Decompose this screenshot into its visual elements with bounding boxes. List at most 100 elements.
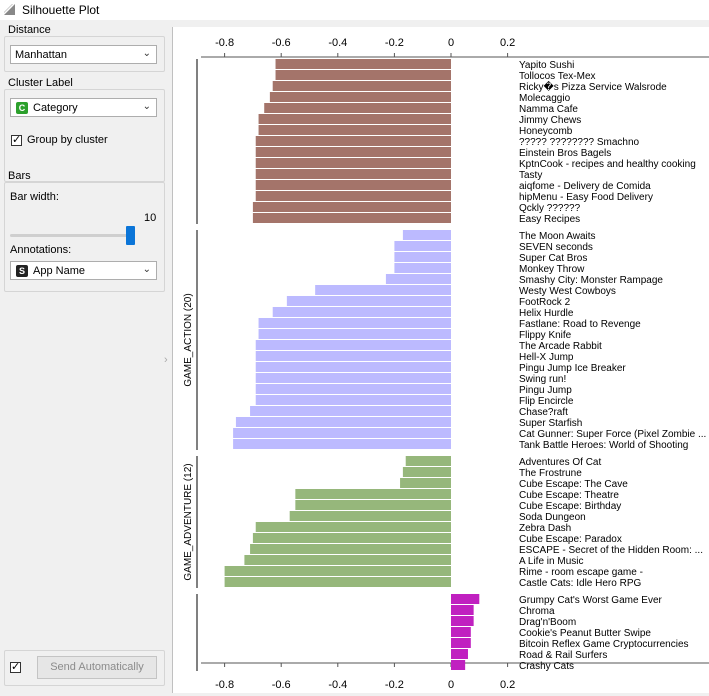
- bar-width-slider-handle[interactable]: [126, 226, 135, 245]
- silhouette-bar: [394, 252, 451, 262]
- silhouette-bar: [402, 230, 451, 240]
- bar-label: Drag'n'Boom: [519, 617, 576, 628]
- silhouette-bar: [451, 605, 474, 615]
- silhouette-bar: [255, 191, 451, 201]
- silhouette-bar: [252, 533, 451, 543]
- silhouette-bar: [451, 627, 471, 637]
- bar-label: Honeycomb: [519, 126, 573, 137]
- checkmark-icon: ✓: [11, 661, 21, 673]
- silhouette-bar: [255, 373, 451, 383]
- silhouette-bar: [255, 522, 451, 532]
- bar-label: Westy West Cowboys: [519, 286, 616, 297]
- bar-label: Bitcoin Reflex Game Cryptocurrencies: [519, 639, 689, 650]
- silhouette-bar: [250, 406, 451, 416]
- distance-dropdown[interactable]: Manhattan ⌄: [10, 45, 157, 64]
- window-title: Silhouette Plot: [22, 3, 100, 17]
- silhouette-bar: [269, 92, 451, 102]
- bar-label: Grumpy Cat's Worst Game Ever: [519, 595, 663, 606]
- chevron-down-icon: ⌄: [142, 264, 151, 275]
- cluster-label: GAME_ADVENTURE (12): [183, 463, 194, 580]
- group-by-cluster-label: Group by cluster: [27, 134, 108, 146]
- silhouette-bar: [451, 638, 471, 648]
- bar-label: Rime - room escape game -: [519, 567, 643, 578]
- bar-label: Tank Battle Heroes: World of Shooting: [519, 440, 688, 451]
- bar-width-value: 10: [144, 212, 157, 224]
- cluster-label-dropdown[interactable]: C Category ⌄: [10, 98, 157, 117]
- silhouette-bar: [258, 318, 451, 328]
- bar-label: The Moon Awaits: [519, 231, 596, 242]
- bar-label: Tollocos Tex-Mex: [519, 71, 596, 82]
- silhouette-bar: [400, 478, 451, 488]
- silhouette-bar: [451, 649, 468, 659]
- bar-label: The Frostrune: [519, 468, 582, 479]
- bar-label: Super Cat Bros: [519, 253, 587, 264]
- silhouette-bar: [235, 417, 451, 427]
- silhouette-bar: [451, 616, 474, 626]
- silhouette-bar: [252, 202, 451, 212]
- bottom-axis-tick-label: -0.8: [215, 679, 234, 691]
- chevron-down-icon: ⌄: [142, 48, 151, 59]
- bar-label: Cube Escape: Theatre: [519, 490, 619, 501]
- silhouette-bar: [255, 180, 451, 190]
- bar-label: ????? ???????? Smachno: [519, 137, 640, 148]
- silhouette-bar: [275, 59, 451, 69]
- silhouette-bar: [289, 511, 451, 521]
- bar-label: Chroma: [519, 606, 555, 617]
- silhouette-bar: [255, 340, 451, 350]
- bar-label: Cube Escape: Paradox: [519, 534, 622, 545]
- chevron-right-icon[interactable]: ›: [164, 354, 168, 366]
- silhouette-bar: [233, 428, 451, 438]
- bar-label: Monkey Throw: [519, 264, 585, 275]
- silhouette-bar: [264, 103, 451, 113]
- bar-label: Jimmy Chews: [519, 115, 581, 126]
- send-automatically-button[interactable]: Send Automatically: [37, 656, 157, 679]
- silhouette-bar: [451, 660, 466, 670]
- silhouette-bar: [255, 169, 451, 179]
- silhouette-bar: [295, 500, 451, 510]
- string-variable-icon: S: [16, 265, 28, 277]
- silhouette-bar: [405, 456, 451, 466]
- silhouette-bar: [255, 395, 451, 405]
- bar-label: Swing run!: [519, 374, 566, 385]
- group-by-cluster-checkbox[interactable]: ✓: [11, 134, 22, 146]
- silhouette-bar: [258, 125, 451, 135]
- bar-label: The Arcade Rabbit: [519, 341, 602, 352]
- annotations-dropdown[interactable]: S App Name ⌄: [10, 261, 157, 280]
- bottom-axis-tick-label: 0: [448, 679, 454, 691]
- cluster-label: GAME_ACTION (20): [183, 293, 194, 386]
- bar-label: SEVEN seconds: [519, 242, 593, 253]
- bar-width-slider-track[interactable]: [10, 234, 130, 237]
- title-bar: Silhouette Plot: [0, 0, 709, 20]
- silhouette-plot-area: -0.8 -0.8 -0.6 -0.6 -0.4 -0.4 -0.2 -0.2 0 0 0.2 0.2…: [172, 27, 709, 693]
- silhouette-bar: [451, 594, 480, 604]
- silhouette-bar: [275, 70, 451, 80]
- silhouette-bar: [255, 384, 451, 394]
- distance-section-label: Distance: [8, 24, 51, 36]
- bar-label: FootRock 2: [519, 297, 571, 308]
- silhouette-bar: [286, 296, 451, 306]
- send-automatically-checkbox[interactable]: ✓: [10, 661, 21, 673]
- annotations-label: Annotations:: [10, 244, 72, 256]
- silhouette-bar: [315, 285, 451, 295]
- silhouette-bar: [272, 307, 451, 317]
- bars-section: Bar width: 10 Annotations: S App Name ⌄: [4, 182, 165, 292]
- categorical-variable-icon: C: [16, 102, 28, 114]
- bar-label: Flip Encircle: [519, 396, 574, 407]
- top-axis-tick-label: -0.8: [215, 37, 234, 49]
- bar-label: hipMenu - Easy Food Delivery: [519, 192, 653, 203]
- bar-label: Einstein Bros Bagels: [519, 148, 611, 159]
- silhouette-bar: [224, 577, 451, 587]
- bar-width-label: Bar width:: [10, 191, 59, 203]
- bar-label: Namma Cafe: [519, 104, 578, 115]
- checkmark-icon: ✓: [12, 134, 22, 146]
- silhouette-bar: [255, 147, 451, 157]
- bar-label: Tasty: [519, 170, 542, 181]
- top-axis-tick-label: 0: [448, 37, 454, 49]
- bar-label: Qckly ??????: [519, 203, 581, 214]
- bar-label: aiqfome - Delivery de Comida: [519, 181, 651, 192]
- cluster-label-section-label: Cluster Label: [8, 77, 73, 89]
- bar-label: Road & Rail Surfers: [519, 650, 607, 661]
- bar-label: Cat Gunner: Super Force (Pixel Zombie ..…: [519, 429, 706, 440]
- silhouette-bar: [255, 351, 451, 361]
- silhouette-bar: [233, 439, 451, 449]
